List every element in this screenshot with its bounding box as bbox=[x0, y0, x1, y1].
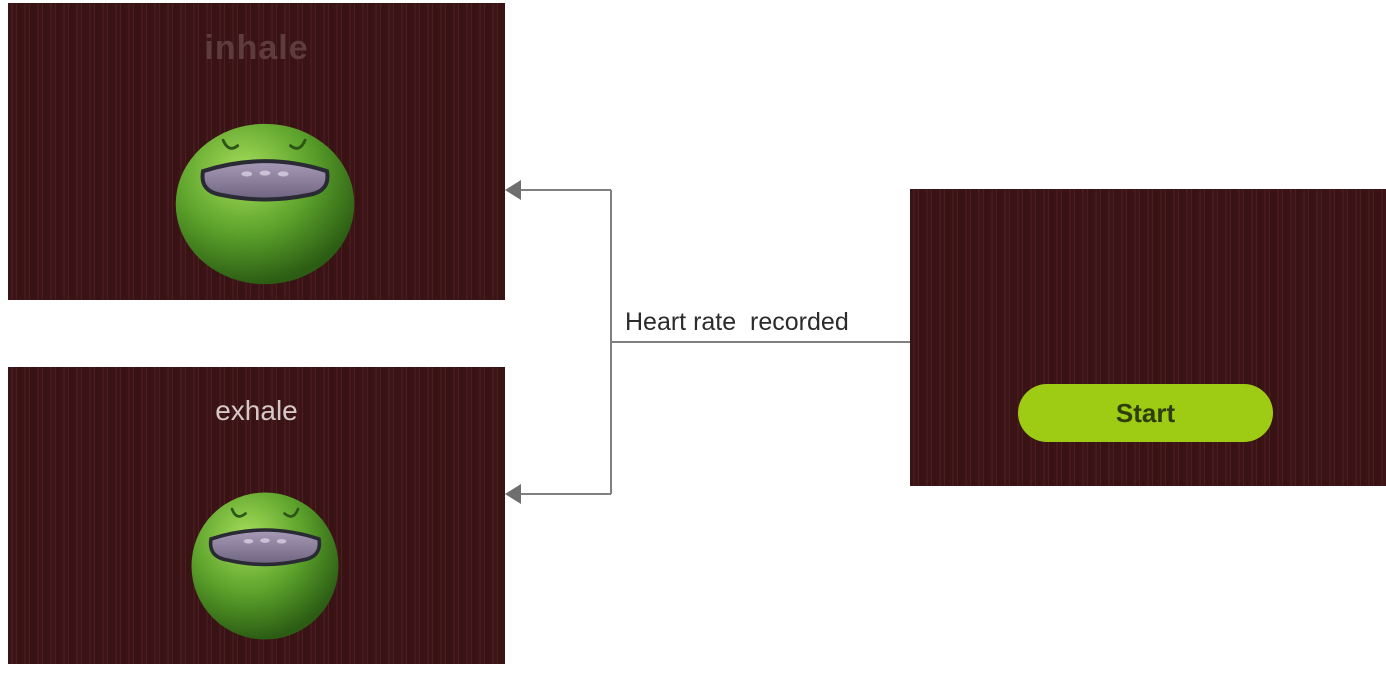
exhale-screen: exhale bbox=[8, 367, 505, 664]
inhale-label: inhale bbox=[204, 29, 309, 67]
inhale-screen: inhale bbox=[8, 3, 505, 300]
smiling-green-face-icon bbox=[191, 492, 339, 640]
smiling-green-face-icon bbox=[175, 123, 355, 285]
exhale-label: exhale bbox=[215, 395, 298, 426]
arrow-left-icon bbox=[505, 180, 521, 200]
arrow-left-icon bbox=[505, 484, 521, 504]
start-screen: Start bbox=[910, 189, 1386, 486]
edge-label-heart-rate: Heart rate recorded bbox=[625, 308, 849, 336]
start-button[interactable]: Start bbox=[1018, 384, 1273, 442]
